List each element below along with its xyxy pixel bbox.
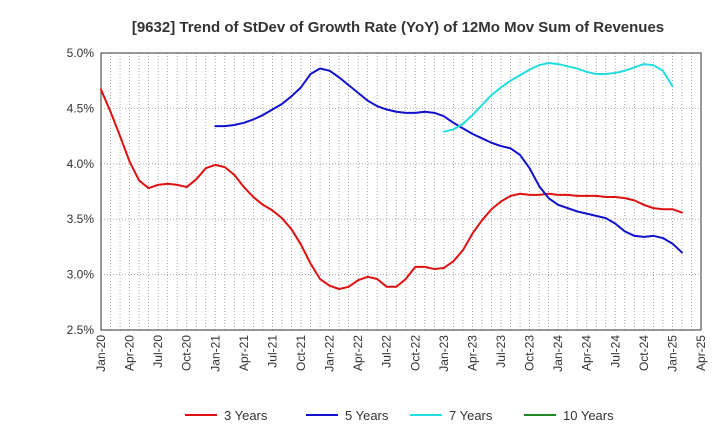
chart-title: [9632] Trend of StDev of Growth Rate (Yo… (132, 19, 664, 36)
legend-label: 7 Years (449, 408, 493, 423)
x-tick-label: Apr-21 (237, 335, 251, 371)
x-tick-label: Jan-25 (665, 335, 679, 372)
x-tick-label: Oct-21 (294, 335, 308, 371)
x-tick-label: Jan-20 (94, 335, 108, 372)
legend-label: 3 Years (224, 408, 268, 423)
x-tick-label: Jan-23 (437, 335, 451, 372)
x-tick-label: Jul-21 (265, 335, 279, 368)
y-tick-label: 4.0% (67, 157, 95, 171)
x-tick-label: Jul-20 (151, 335, 165, 368)
x-tick-label: Jan-21 (208, 335, 222, 372)
legend: 3 Years 5 Years 7 Years 10 Years (185, 408, 614, 423)
x-tick-label: Oct-20 (180, 335, 194, 371)
y-tick-label: 4.5% (67, 101, 95, 115)
y-tick-label: 3.0% (67, 268, 95, 282)
plot-area-border (100, 52, 702, 331)
series-line-3-years (100, 88, 683, 290)
legend-label: 10 Years (563, 408, 614, 423)
series-line-7-years (442, 61, 674, 133)
series-line-5-years (214, 67, 683, 254)
grid (101, 52, 701, 331)
x-tick-label: Jul-24 (608, 335, 622, 368)
series-group (100, 61, 683, 290)
x-tick-label: Apr-23 (465, 335, 479, 371)
x-tick-label: Jul-23 (494, 335, 508, 368)
x-tick-label: Jul-22 (380, 335, 394, 368)
x-axis: Jan-20 Apr-20 Jul-20 Oct-20 Jan-21 Apr-21 Jul-… (94, 335, 708, 372)
x-tick-label: Jan-24 (551, 335, 565, 372)
x-tick-label: Oct-24 (637, 335, 651, 371)
x-tick-label: Apr-22 (351, 335, 365, 371)
y-tick-label: 5.0% (67, 46, 95, 60)
y-tick-label: 3.5% (67, 212, 95, 226)
x-tick-label: Jan-22 (323, 335, 337, 372)
x-tick-label: Apr-24 (580, 335, 594, 371)
y-tick-label: 2.5% (67, 323, 95, 337)
legend-label: 5 Years (345, 408, 389, 423)
x-tick-label: Apr-20 (123, 335, 137, 371)
x-tick-label: Oct-23 (523, 335, 537, 371)
x-tick-label: Apr-25 (694, 335, 708, 371)
x-tick-label: Oct-22 (408, 335, 422, 371)
y-axis: 2.5% 3.0% 3.5% 4.0% 4.5% 5.0% (67, 46, 95, 337)
